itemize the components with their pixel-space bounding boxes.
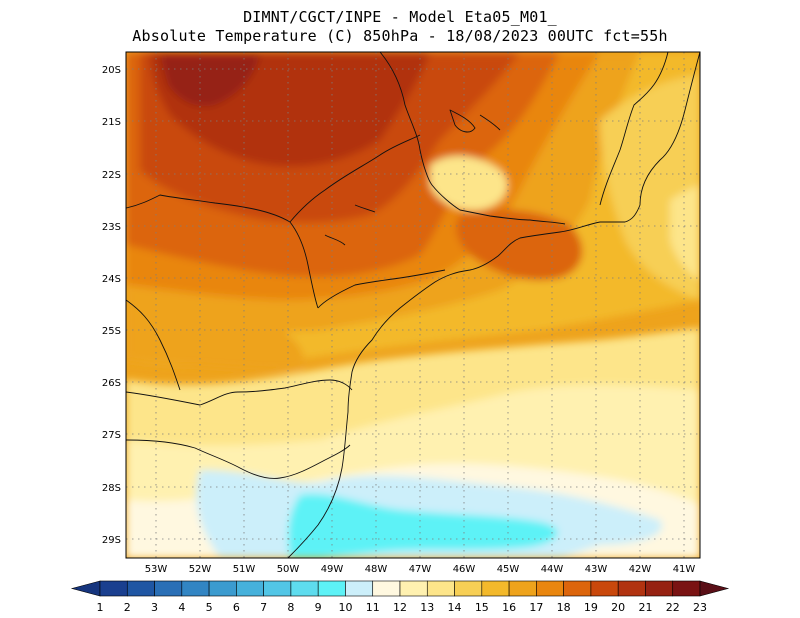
reservoir-1: [449, 109, 476, 133]
state-border-ms-pr: [126, 194, 319, 309]
lat-label: 27S: [102, 430, 121, 441]
colorbar-swatch: [617, 580, 646, 597]
colorbar-label: 10: [338, 601, 352, 614]
lon-label: 46W: [453, 564, 476, 575]
lat-axis: 20S 21S 22S 23S 24S 25S 26S 27S 28S 29S: [102, 65, 121, 546]
title-line-2: Absolute Temperature (C) 850hPa - 18/08/…: [132, 27, 668, 45]
title-line-1: DIMNT/CGCT/INPE - Model Eta05_M01_: [243, 8, 557, 26]
lon-label: 42W: [629, 564, 652, 575]
colorbar-high-arrow: [699, 580, 730, 597]
lon-label: 52W: [189, 564, 212, 575]
colorbar-swatch: [208, 580, 237, 597]
band-cyan: [288, 493, 558, 558]
colorbar-swatch: [372, 580, 401, 597]
band-pale-yellow-inland: [430, 155, 508, 211]
state-border-pr-sc: [126, 379, 353, 406]
state-border-ms-sp: [289, 134, 421, 223]
colorbar-swatch: [590, 580, 619, 597]
colorbar-label: 14: [448, 601, 462, 614]
state-border-sc-rs: [126, 439, 351, 479]
colorbar-label: 3: [151, 601, 158, 614]
colorbar-label: 23: [693, 601, 707, 614]
band-pale-yellow-ne: [670, 185, 700, 280]
colorbar-label: 5: [206, 601, 213, 614]
colorbar-swatch: [399, 580, 428, 597]
colorbar-label: 11: [366, 601, 380, 614]
lon-label: 50W: [277, 564, 300, 575]
colorbar-swatch: [154, 580, 183, 597]
colorbar-swatch: [317, 580, 346, 597]
band-amber-mid: [126, 300, 304, 371]
colorbar-swatch: [345, 580, 374, 597]
borders-coastline: [126, 52, 700, 558]
colorbar-label: 1: [97, 601, 104, 614]
reservoir-2: [479, 114, 501, 131]
colorbar-label: 22: [666, 601, 680, 614]
colorbar-label: 7: [260, 601, 267, 614]
state-border-mg-sp: [379, 52, 566, 225]
lat-label: 23S: [102, 222, 121, 233]
lon-label: 48W: [365, 564, 388, 575]
colorbar-swatch: [263, 580, 292, 597]
coastline: [287, 52, 700, 558]
colorbar-swatch: [645, 580, 674, 597]
colorbar-label: 13: [420, 601, 434, 614]
colorbar-label: 9: [315, 601, 322, 614]
lat-label: 20S: [102, 65, 121, 76]
colorbar-low-arrow: [70, 580, 101, 597]
lon-label: 47W: [409, 564, 432, 575]
lon-label: 51W: [233, 564, 256, 575]
colorbar-swatch: [181, 580, 210, 597]
lat-label: 22S: [102, 170, 121, 181]
band-deep-red: [160, 55, 260, 107]
colorbar-label: 20: [611, 601, 625, 614]
lat-label: 29S: [102, 535, 121, 546]
lon-label: 44W: [541, 564, 564, 575]
lat-label: 21S: [102, 117, 121, 128]
colorbar-label: 6: [233, 601, 240, 614]
colorbar-swatch: [563, 580, 592, 597]
colorbar-swatch: [672, 580, 701, 597]
lon-axis: 53W 52W 51W 50W 49W 48W 47W 46W 45W 44W …: [145, 564, 696, 575]
state-border-pr-sp: [317, 269, 446, 309]
colorbar-label: 17: [529, 601, 543, 614]
lat-label: 26S: [102, 378, 121, 389]
colorbar-label: 15: [475, 601, 489, 614]
reservoir-4: [354, 204, 376, 213]
colorbar-swatch: [290, 580, 319, 597]
colorbar-swatch: [99, 580, 128, 597]
temperature-field: [126, 52, 700, 558]
colorbar-label: 21: [638, 601, 652, 614]
reservoir-3: [324, 234, 346, 246]
colorbar-label: 16: [502, 601, 516, 614]
colorbar-swatch: [508, 580, 537, 597]
lon-label: 45W: [497, 564, 520, 575]
colorbar: 1 2 3 4 5 6 7 8 9 10 11 12 13 14 15 16 17 18 19 20 21 22 23: [70, 580, 730, 614]
lon-label: 49W: [321, 564, 344, 575]
colorbar-label: 8: [287, 601, 294, 614]
colorbar-label: 12: [393, 601, 407, 614]
country-border-west: [126, 299, 181, 391]
lon-label: 43W: [585, 564, 608, 575]
lon-label: 41W: [673, 564, 696, 575]
colorbar-label: 4: [178, 601, 185, 614]
plot-frame: [125, 51, 701, 559]
colorbar-swatch: [126, 580, 155, 597]
lat-label: 24S: [102, 274, 121, 285]
colorbar-swatch: [536, 580, 564, 597]
colorbar-swatch: [481, 580, 510, 597]
colorbar-label: 18: [557, 601, 571, 614]
lat-label: 28S: [102, 483, 121, 494]
colorbar-label: 2: [124, 601, 131, 614]
state-border-mg-es: [599, 52, 669, 206]
lat-label: 25S: [102, 326, 121, 337]
lon-label: 53W: [145, 564, 168, 575]
colorbar-swatch: [236, 580, 264, 597]
colorbar-swatch: [454, 580, 483, 597]
colorbar-label: 19: [584, 601, 598, 614]
grid-lines: [126, 52, 700, 558]
colorbar-swatch: [426, 580, 455, 597]
